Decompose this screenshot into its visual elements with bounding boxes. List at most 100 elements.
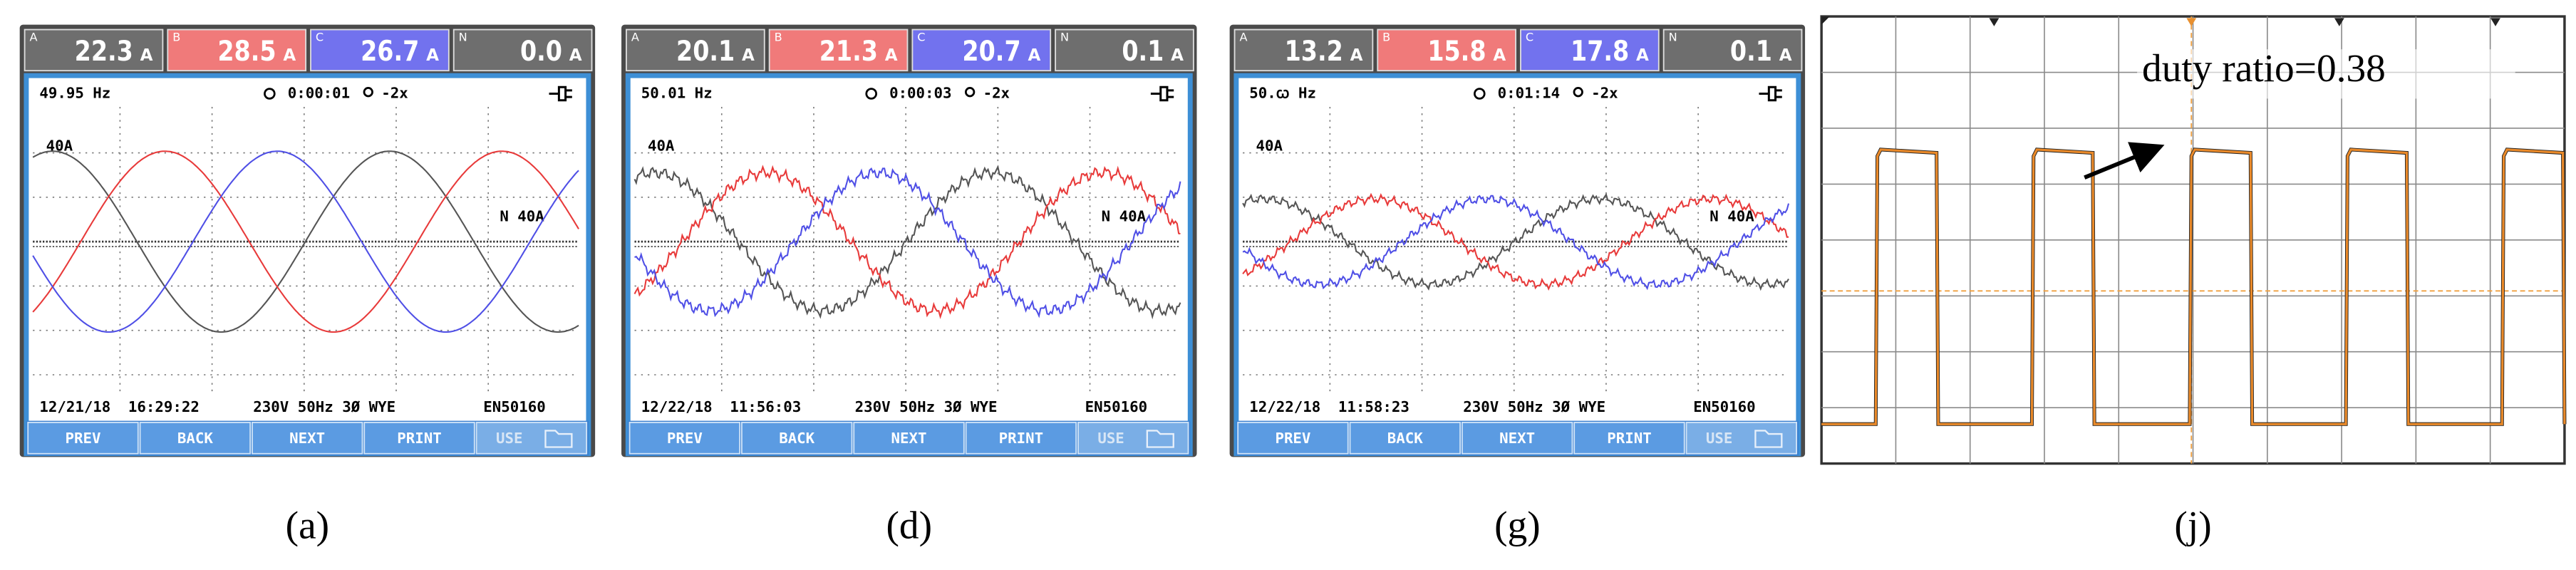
button <box>1077 421 1189 455</box>
reading-box <box>768 28 909 72</box>
zoom: -2x <box>983 84 1010 101</box>
reading-value: 22.3 <box>75 35 133 68</box>
button[interactable] <box>139 421 252 455</box>
scale-label: 40A <box>1256 137 1283 154</box>
meter-panel: A 13.2 A B 15.8 A C 17.8 A N 0.1 A 50.ꞷ Hz 0:01:14 -2x… <box>1229 24 1806 457</box>
status: 230V 50Hz 3Ø WYE <box>1463 398 1605 415</box>
waveform <box>633 165 1181 320</box>
reading-value: 0.1 <box>1122 35 1164 68</box>
reading-value: 0.1 <box>1730 35 1772 68</box>
timer-icon <box>264 88 276 100</box>
reading-phase: C <box>917 31 925 44</box>
button <box>1685 421 1798 455</box>
reading-phase: B <box>1382 31 1390 44</box>
button-label[interactable]: PREV <box>1275 430 1310 447</box>
frequency: 50.01 Hz <box>641 84 713 101</box>
marker <box>2186 18 2197 26</box>
neutral-label: N 40A <box>1102 208 1147 225</box>
button[interactable] <box>1573 421 1685 455</box>
status: 230V 50Hz 3Ø WYE <box>855 398 998 415</box>
frequency: 49.95 Hz <box>39 84 110 101</box>
neutral-label: N 40A <box>500 208 544 225</box>
button-label[interactable]: PRINT <box>999 430 1043 447</box>
reading-value: 21.3 <box>819 35 878 68</box>
reading-phase: A <box>631 31 639 44</box>
square-wave <box>1821 148 2566 425</box>
reading-box <box>452 28 593 72</box>
status: 230V 50Hz 3Ø WYE <box>253 398 395 415</box>
reading-phase: N <box>1669 31 1677 44</box>
timer: 0:00:01 <box>288 84 350 101</box>
marker <box>2334 18 2344 26</box>
reading-phase: A <box>30 31 38 44</box>
button[interactable] <box>27 421 139 455</box>
button-label[interactable]: PRINT <box>397 430 441 447</box>
button[interactable] <box>251 421 363 455</box>
reading-phase: A <box>1239 31 1247 44</box>
button[interactable] <box>1461 421 1573 455</box>
timer-icon <box>1473 88 1486 100</box>
annotation: duty ratio=0.38 <box>2142 46 2386 90</box>
zoom: -2x <box>1591 84 1618 101</box>
reading-unit: A <box>885 46 898 65</box>
waveform <box>633 165 1181 319</box>
standard: EN50160 <box>1085 398 1147 415</box>
reading-value: 0.0 <box>520 35 562 68</box>
button-label[interactable]: PRINT <box>1607 430 1651 447</box>
reading-unit: A <box>742 46 755 65</box>
button-label[interactable]: BACK <box>779 430 814 447</box>
frequency: 50.ꞷ Hz <box>1249 84 1316 101</box>
reading-unit: A <box>1636 46 1649 65</box>
plug-icon <box>549 86 572 102</box>
button-label[interactable]: PREV <box>66 430 101 447</box>
reading-box <box>310 28 450 72</box>
button-label[interactable]: BACK <box>1387 430 1423 447</box>
button-label[interactable]: BACK <box>177 430 213 447</box>
button[interactable] <box>853 421 965 455</box>
reading-unit: A <box>1028 46 1040 65</box>
waveform <box>1242 192 1789 291</box>
plug-icon <box>1150 86 1174 102</box>
reading-box <box>626 28 765 72</box>
time: 11:58:23 <box>1338 398 1409 415</box>
figure-content: A 22.3 A B 28.5 A C 26.7 A N 0.0 A 49.95 Hz 0:00:01 -2… <box>19 15 2567 547</box>
reading-unit: A <box>1171 46 1184 65</box>
panel-label: (g) <box>1494 504 1541 547</box>
time: 16:29:22 <box>128 398 200 415</box>
screen <box>625 73 1193 457</box>
button[interactable] <box>629 421 741 455</box>
waveform <box>1242 192 1789 291</box>
zoom-icon <box>363 87 373 98</box>
reading-unit: A <box>1350 46 1363 65</box>
reading-phase: N <box>1060 31 1069 44</box>
reading-value: 26.7 <box>361 35 419 68</box>
button[interactable] <box>965 421 1077 455</box>
reading-unit: A <box>426 46 439 65</box>
reading-value: 15.8 <box>1427 35 1486 68</box>
reading-phase: B <box>172 31 180 44</box>
button-label: USE <box>1097 430 1124 447</box>
folder-icon <box>1146 430 1174 448</box>
marker <box>2490 18 2500 26</box>
button-label[interactable]: PREV <box>667 430 703 447</box>
reading-unit: A <box>1779 46 1792 65</box>
reading-box <box>1055 28 1194 72</box>
button[interactable] <box>1237 421 1349 455</box>
reading-phase: N <box>459 31 467 44</box>
button[interactable] <box>363 421 475 455</box>
date: 12/22/18 <box>641 398 713 415</box>
button[interactable] <box>740 421 853 455</box>
folder-icon <box>544 430 573 448</box>
button-label[interactable]: NEXT <box>891 430 927 447</box>
reading-value: 28.5 <box>217 35 276 68</box>
scale-label: 40A <box>648 137 675 154</box>
folder-icon <box>1754 430 1783 448</box>
reading-unit: A <box>140 46 153 65</box>
waveform <box>32 150 579 333</box>
button-label[interactable]: NEXT <box>1499 430 1535 447</box>
button-label[interactable]: NEXT <box>289 430 325 447</box>
button[interactable] <box>1349 421 1462 455</box>
reading-unit: A <box>1493 46 1506 65</box>
